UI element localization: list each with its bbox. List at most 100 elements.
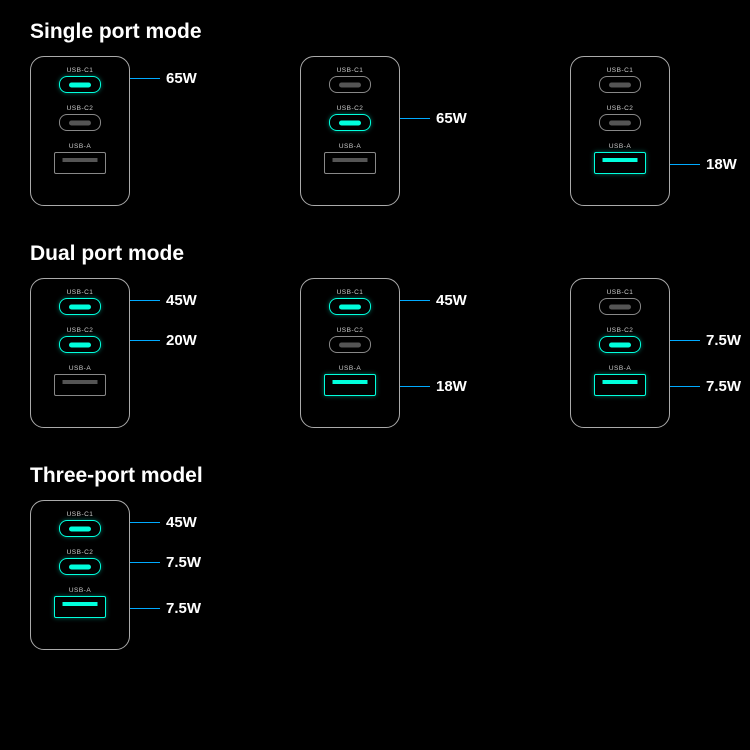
- callouts: 18W: [670, 56, 750, 206]
- callout-line-icon: [400, 118, 430, 119]
- usb-a-port-icon: [54, 374, 106, 396]
- callout: 45W: [400, 292, 467, 309]
- usb-a-port-icon: [54, 152, 106, 174]
- charger-body: USB-C1USB-C2USB-A: [570, 56, 670, 206]
- charger-unit: USB-C1 USB-C2 USB-A 45W 18W: [300, 278, 480, 428]
- port-label: USB-C2: [337, 327, 364, 334]
- port-c1-group: USB-C1: [329, 67, 371, 105]
- port-c2-group: USB-C2: [59, 549, 101, 587]
- callouts: 65W: [130, 56, 210, 206]
- port-label: USB-A: [609, 143, 631, 150]
- callout: 7.5W: [670, 378, 741, 395]
- usb-c-port-icon: [599, 114, 641, 131]
- port-label: USB-C1: [607, 67, 634, 74]
- usb-a-port-icon: [324, 152, 376, 174]
- port-label: USB-C2: [607, 327, 634, 334]
- port-label: USB-C1: [67, 511, 94, 518]
- callout-value: 65W: [436, 110, 467, 127]
- usb-a-port-icon: [54, 596, 106, 618]
- port-label: USB-C2: [337, 105, 364, 112]
- section: Three-port model USB-C1 USB-C2 USB-A 45W 7.5W…: [0, 428, 750, 650]
- section-title: Single port mode: [30, 20, 750, 44]
- port-c1-group: USB-C1: [599, 289, 641, 327]
- callout-line-icon: [130, 608, 160, 609]
- callout: 45W: [130, 292, 197, 309]
- port-a-group: USB-A: [324, 365, 376, 404]
- section-title: Three-port model: [30, 464, 750, 488]
- callout-line-icon: [400, 386, 430, 387]
- port-a-group: USB-A: [54, 143, 106, 182]
- callout: 18W: [400, 378, 467, 395]
- usb-c-port-icon: [329, 76, 371, 93]
- callout: 20W: [130, 332, 197, 349]
- port-c1-group: USB-C1: [599, 67, 641, 105]
- charger-body: USB-C1 USB-C2 USB-A: [300, 278, 400, 428]
- port-a-group: USB-A: [594, 143, 646, 182]
- port-c2-group: USB-C2: [329, 105, 371, 143]
- usb-a-port-icon: [594, 152, 646, 174]
- callout-value: 45W: [166, 514, 197, 531]
- usb-c-port-icon: [329, 114, 371, 131]
- port-label: USB-C1: [67, 289, 94, 296]
- callout-value: 45W: [166, 292, 197, 309]
- callout-value: 65W: [166, 70, 197, 87]
- callout-line-icon: [130, 562, 160, 563]
- callout-value: 7.5W: [166, 554, 201, 571]
- callout-line-icon: [130, 300, 160, 301]
- port-label: USB-A: [339, 143, 361, 150]
- callout-value: 7.5W: [706, 332, 741, 349]
- callout: 45W: [130, 514, 197, 531]
- callout-line-icon: [400, 300, 430, 301]
- port-a-group: USB-A: [54, 587, 106, 626]
- port-label: USB-C1: [337, 289, 364, 296]
- port-label: USB-C1: [607, 289, 634, 296]
- port-label: USB-A: [339, 365, 361, 372]
- callout: 7.5W: [130, 600, 201, 617]
- port-c1-group: USB-C1: [59, 289, 101, 327]
- usb-c-port-icon: [329, 336, 371, 353]
- port-label: USB-A: [609, 365, 631, 372]
- usb-c-port-icon: [59, 298, 101, 315]
- callout-line-icon: [670, 340, 700, 341]
- callout-value: 7.5W: [166, 600, 201, 617]
- charger-row: USB-C1 USB-C2 USB-A 45W 20W USB-C1 USB-C2 USB-A…: [30, 278, 750, 428]
- charger-body: USB-C1 USB-C2 USB-A: [30, 278, 130, 428]
- port-c1-group: USB-C1: [59, 67, 101, 105]
- charger-body: USB-C1USB-C2 USB-A: [300, 56, 400, 206]
- port-label: USB-A: [69, 143, 91, 150]
- port-label: USB-C1: [67, 67, 94, 74]
- usb-c-port-icon: [59, 76, 101, 93]
- charger-body: USB-C1 USB-C2 USB-A: [30, 500, 130, 650]
- callout: 65W: [130, 70, 197, 87]
- port-c2-group: USB-C2: [59, 327, 101, 365]
- callout: 7.5W: [670, 332, 741, 349]
- charger-unit: USB-C1USB-C2 USB-A 65W: [300, 56, 480, 206]
- usb-c-port-icon: [59, 114, 101, 131]
- usb-a-port-icon: [324, 374, 376, 396]
- charger-row: USB-C1 USB-C2 USB-A 45W 7.5W 7.5W: [30, 500, 750, 650]
- port-label: USB-C2: [67, 105, 94, 112]
- usb-c-port-icon: [599, 76, 641, 93]
- port-label: USB-C2: [67, 327, 94, 334]
- section: Dual port modeUSB-C1USB-C2USB-A45W20WUSB…: [0, 206, 750, 428]
- callout-line-icon: [670, 164, 700, 165]
- port-a-group: USB-A: [324, 143, 376, 182]
- callout: 65W: [400, 110, 467, 127]
- callout-line-icon: [670, 386, 700, 387]
- charger-unit: USB-C1USB-C2USB-A18W: [570, 56, 750, 206]
- callout-value: 45W: [436, 292, 467, 309]
- port-c1-group: USB-C1: [329, 289, 371, 327]
- usb-c-port-icon: [599, 298, 641, 315]
- port-c2-group: USB-C2: [59, 105, 101, 143]
- port-label: USB-A: [69, 587, 91, 594]
- port-label: USB-C2: [67, 549, 94, 556]
- charger-unit: USB-C1 USB-C2 USB-A 7.5W 7.5W: [570, 278, 750, 428]
- port-c1-group: USB-C1: [59, 511, 101, 549]
- usb-c-port-icon: [59, 336, 101, 353]
- callouts: 7.5W 7.5W: [670, 278, 750, 428]
- callout-value: 7.5W: [706, 378, 741, 395]
- callout: 18W: [670, 156, 737, 173]
- callout-line-icon: [130, 340, 160, 341]
- port-c2-group: USB-C2: [329, 327, 371, 365]
- port-label: USB-A: [69, 365, 91, 372]
